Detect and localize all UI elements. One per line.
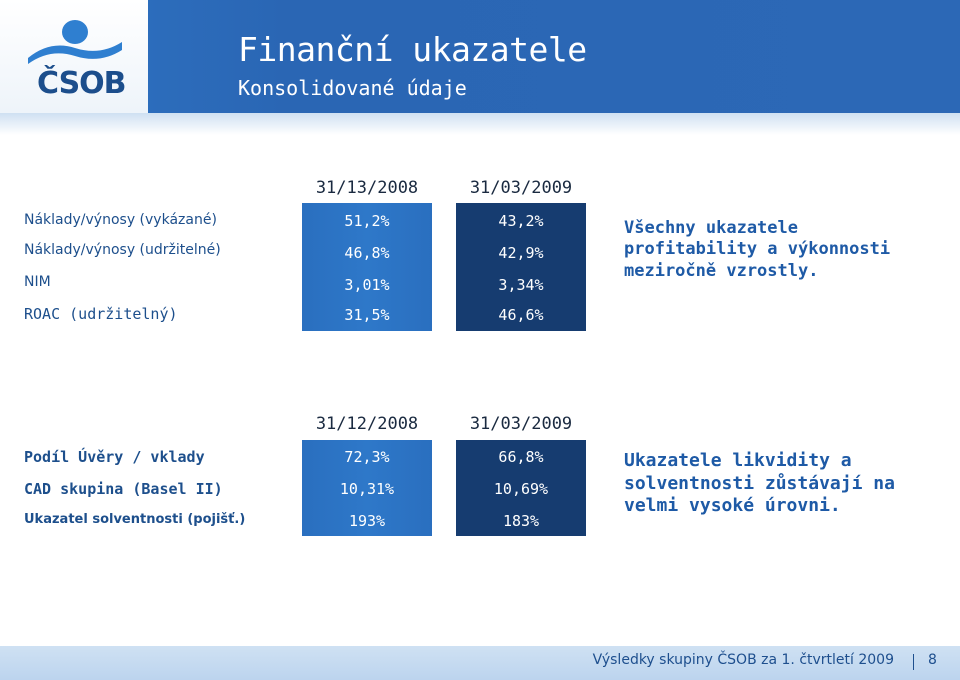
- table1-cell: 42,9%: [498, 244, 544, 262]
- table2-cell: 10,69%: [493, 480, 549, 498]
- page-number: 8: [928, 652, 937, 668]
- table1-cell: 46,6%: [498, 306, 544, 324]
- footer-band: [0, 646, 960, 680]
- logo-text: ČSOB: [37, 66, 127, 101]
- table2-column-1: [302, 440, 432, 536]
- note-line: profitability a výkonnosti: [624, 239, 891, 260]
- table2-col1-header: 31/12/2008: [315, 414, 419, 434]
- footer-text: Výsledky skupiny ČSOB za 1. čtvrtletí 20…: [592, 652, 894, 668]
- table2-row-label: Podíl Úvěry / vklady: [24, 448, 205, 466]
- table2-row-label: Ukazatel solventnosti (pojišť.): [24, 512, 246, 527]
- table2-cell: 10,31%: [339, 480, 395, 498]
- footer-separator: [913, 654, 914, 670]
- table2-cell: 183%: [502, 512, 540, 530]
- table1-column-1: [302, 203, 432, 331]
- table1-note: Všechny ukazatele profitability a výkonn…: [624, 218, 890, 282]
- note-line: Ukazatele likvidity a: [624, 450, 852, 471]
- table2-row-label: CAD skupina (Basel II): [24, 480, 223, 498]
- table1-column-2: [456, 203, 586, 331]
- table1-col2-header: 31/03/2009: [469, 178, 573, 198]
- note-line: Všechny ukazatele: [624, 218, 798, 238]
- logo: ČSOB: [0, 0, 148, 113]
- header-band: [0, 0, 960, 113]
- table1-cell: 46,8%: [344, 244, 390, 262]
- page-title: Finanční ukazatele: [238, 30, 587, 69]
- header-fade: [0, 113, 960, 135]
- note-line: meziročně vzrostly.: [624, 260, 819, 281]
- table1-cell: 31,5%: [344, 306, 390, 324]
- table2-cell: 193%: [348, 512, 386, 530]
- table1-col1-header: 31/13/2008: [315, 178, 419, 198]
- table2-cell: 72,3%: [344, 448, 390, 466]
- table2-note: Ukazatele likvidity a solventnosti zůstá…: [624, 450, 895, 518]
- table2-cell: 66,8%: [498, 448, 544, 466]
- table1-row-label: Náklady/výnosy (udržitelné): [24, 242, 221, 258]
- table2-col2-header: 31/03/2009: [469, 414, 573, 434]
- note-line: solventnosti zůstávají na: [624, 472, 895, 494]
- csob-logo-icon: [28, 20, 122, 64]
- table1-cell: 43,2%: [498, 212, 544, 230]
- table1-cell: 3,34%: [498, 276, 544, 294]
- page-subtitle: Konsolidované údaje: [238, 76, 467, 100]
- table2-column-2: [456, 440, 586, 536]
- note-line: velmi vysoké úrovni.: [624, 495, 841, 516]
- table1-cell: 3,01%: [344, 276, 390, 294]
- table1-row-label: NIM: [24, 274, 51, 290]
- table1-row-label: ROAC (udržitelný): [24, 305, 178, 323]
- table1-row-label: Náklady/výnosy (vykázané): [24, 212, 217, 228]
- table1-cell: 51,2%: [344, 212, 390, 230]
